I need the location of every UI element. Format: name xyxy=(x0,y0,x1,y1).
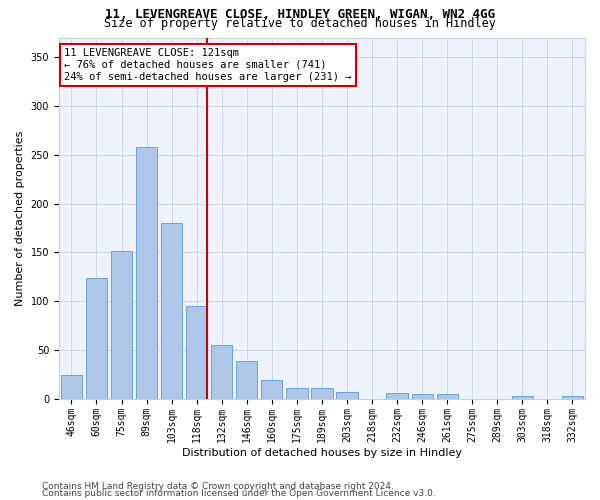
Bar xyxy=(512,396,533,399)
Bar xyxy=(111,250,132,399)
Bar xyxy=(311,388,332,399)
Text: Size of property relative to detached houses in Hindley: Size of property relative to detached ho… xyxy=(104,18,496,30)
Bar xyxy=(211,346,232,399)
Bar xyxy=(412,394,433,399)
Bar xyxy=(61,374,82,399)
Text: 11 LEVENGREAVE CLOSE: 121sqm
← 76% of detached houses are smaller (741)
24% of s: 11 LEVENGREAVE CLOSE: 121sqm ← 76% of de… xyxy=(64,48,352,82)
Bar xyxy=(337,392,358,399)
Bar xyxy=(386,393,408,399)
Bar xyxy=(236,361,257,399)
Text: Contains public sector information licensed under the Open Government Licence v3: Contains public sector information licen… xyxy=(42,490,436,498)
Bar xyxy=(261,380,283,399)
Text: Contains HM Land Registry data © Crown copyright and database right 2024.: Contains HM Land Registry data © Crown c… xyxy=(42,482,394,491)
Bar xyxy=(286,388,308,399)
Bar xyxy=(562,396,583,399)
X-axis label: Distribution of detached houses by size in Hindley: Distribution of detached houses by size … xyxy=(182,448,462,458)
Text: 11, LEVENGREAVE CLOSE, HINDLEY GREEN, WIGAN, WN2 4GG: 11, LEVENGREAVE CLOSE, HINDLEY GREEN, WI… xyxy=(105,8,495,20)
Bar xyxy=(161,223,182,399)
Bar xyxy=(136,147,157,399)
Bar xyxy=(86,278,107,399)
Y-axis label: Number of detached properties: Number of detached properties xyxy=(15,130,25,306)
Bar xyxy=(437,394,458,399)
Bar xyxy=(186,306,208,399)
